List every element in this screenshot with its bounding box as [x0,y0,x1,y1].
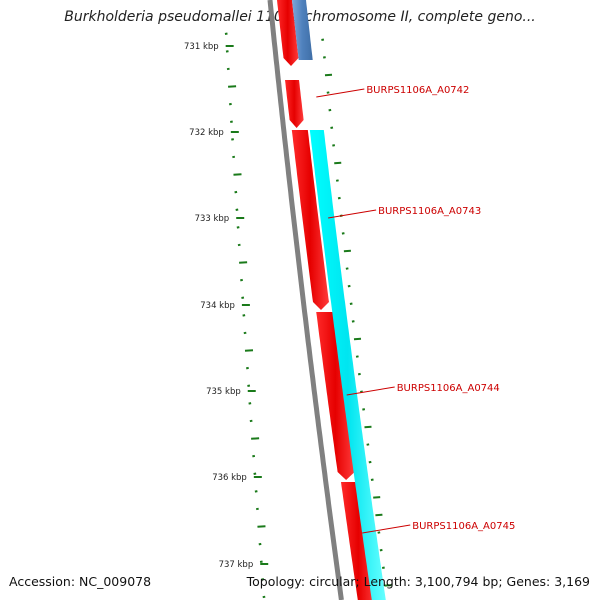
gc-tick [384,584,392,587]
gc-tick [224,32,228,35]
backbone-ring [267,0,344,600]
gc-tick [249,419,253,423]
gc-tick [247,384,251,387]
gc-tick [237,243,241,247]
ruler-label: 736 kbp [212,473,247,483]
gc-tick [226,67,230,71]
gc-tick [324,73,333,77]
gc-tick [262,595,266,599]
gc-tick [347,284,351,288]
gene-leader-line [346,386,395,396]
gc-tick [241,296,245,299]
accession-text: Accession: NC_009078 [9,574,152,589]
gc-tick [259,560,263,563]
gc-tick [366,443,370,446]
gc-tick [235,208,239,211]
gene-leader-line [328,209,377,219]
gc-tick [258,542,262,546]
gc-tick [244,349,254,352]
gene-labels: BURPS1106A_A0742 BURPS1106A_A0743 BURPS110… [316,85,515,534]
gc-tick [239,261,248,264]
gc-tick [373,496,381,499]
gc-tick [334,161,342,165]
gc-tick [225,50,229,53]
gene-leader-line [316,88,365,98]
ruler-label: 733 kbp [195,214,230,224]
gc-tick [370,478,374,481]
feature-tracks [267,0,386,600]
genome-stats-text: Topology: circular; Length: 3,100,794 bp… [246,574,590,589]
gc-tick [253,472,257,475]
gc-tick [252,454,256,458]
ruler-label: 731 kbp [184,42,219,52]
gene-label[interactable]: BURPS1106A_A0744 [397,383,500,394]
gc-tick [326,91,330,94]
gc-tick [337,196,341,200]
cds-forward-segment [285,80,304,128]
ruler-label: 734 kbp [200,301,235,311]
gc-tick [335,179,339,182]
gc-tick [375,513,383,517]
gc-tick [231,138,234,141]
ruler-label: 737 kbp [219,560,254,570]
gc-tick [233,173,242,176]
gc-tick [240,278,243,282]
gc-tick [330,126,334,129]
ruler-label: 732 kbp [189,128,224,138]
gc-tick [341,232,345,235]
gc-tick [328,108,332,112]
gc-tick [368,460,372,464]
gc-tick [355,355,359,358]
gc-tick [353,337,362,341]
gc-tick [379,548,383,552]
gene-label[interactable]: BURPS1106A_A0742 [366,85,469,96]
gc-tick [234,190,238,194]
gc-tick [228,102,232,106]
gc-tick [362,408,366,411]
gc-tick [351,320,355,323]
gene-leader-line [362,524,411,534]
gc-tick [236,226,240,229]
gc-tick [251,437,260,440]
gc-tick [243,331,247,335]
cds-track-segment [309,130,386,600]
gc-tick [381,566,385,569]
gc-tick [245,366,249,370]
gc-tick [254,490,258,493]
gc-tick [261,578,265,581]
gc-tick [321,38,325,41]
cds-forward-segment [341,482,376,600]
cds-forward-segment [277,0,299,66]
gc-tick [230,120,233,123]
gc-tick [345,267,349,270]
gene-label[interactable]: BURPS1106A_A0745 [412,521,515,532]
gc-tick [377,531,381,534]
gc-tick [360,390,363,393]
cds-forward-segment [316,312,355,480]
gc-tick [364,425,372,429]
kbp-ruler: 731 kbp 732 kbp 733 kbp 734 kbp 735 kbp 736 k… [184,42,269,570]
gc-tick [232,155,236,159]
gc-tick [255,507,259,511]
other-feature-segment [292,0,313,60]
gc-tick [343,249,351,253]
gc-tick [257,525,266,528]
cds-forward-segment [291,130,329,310]
gc-tick [228,85,237,88]
gc-tick [322,56,326,59]
gc-tick [357,372,361,376]
gc-tick [242,314,246,317]
gc-tick [332,144,336,147]
ruler-label: 735 kbp [206,387,241,397]
gc-tick [349,302,353,305]
gc-tick [248,402,252,405]
gene-label[interactable]: BURPS1106A_A0743 [378,206,481,217]
